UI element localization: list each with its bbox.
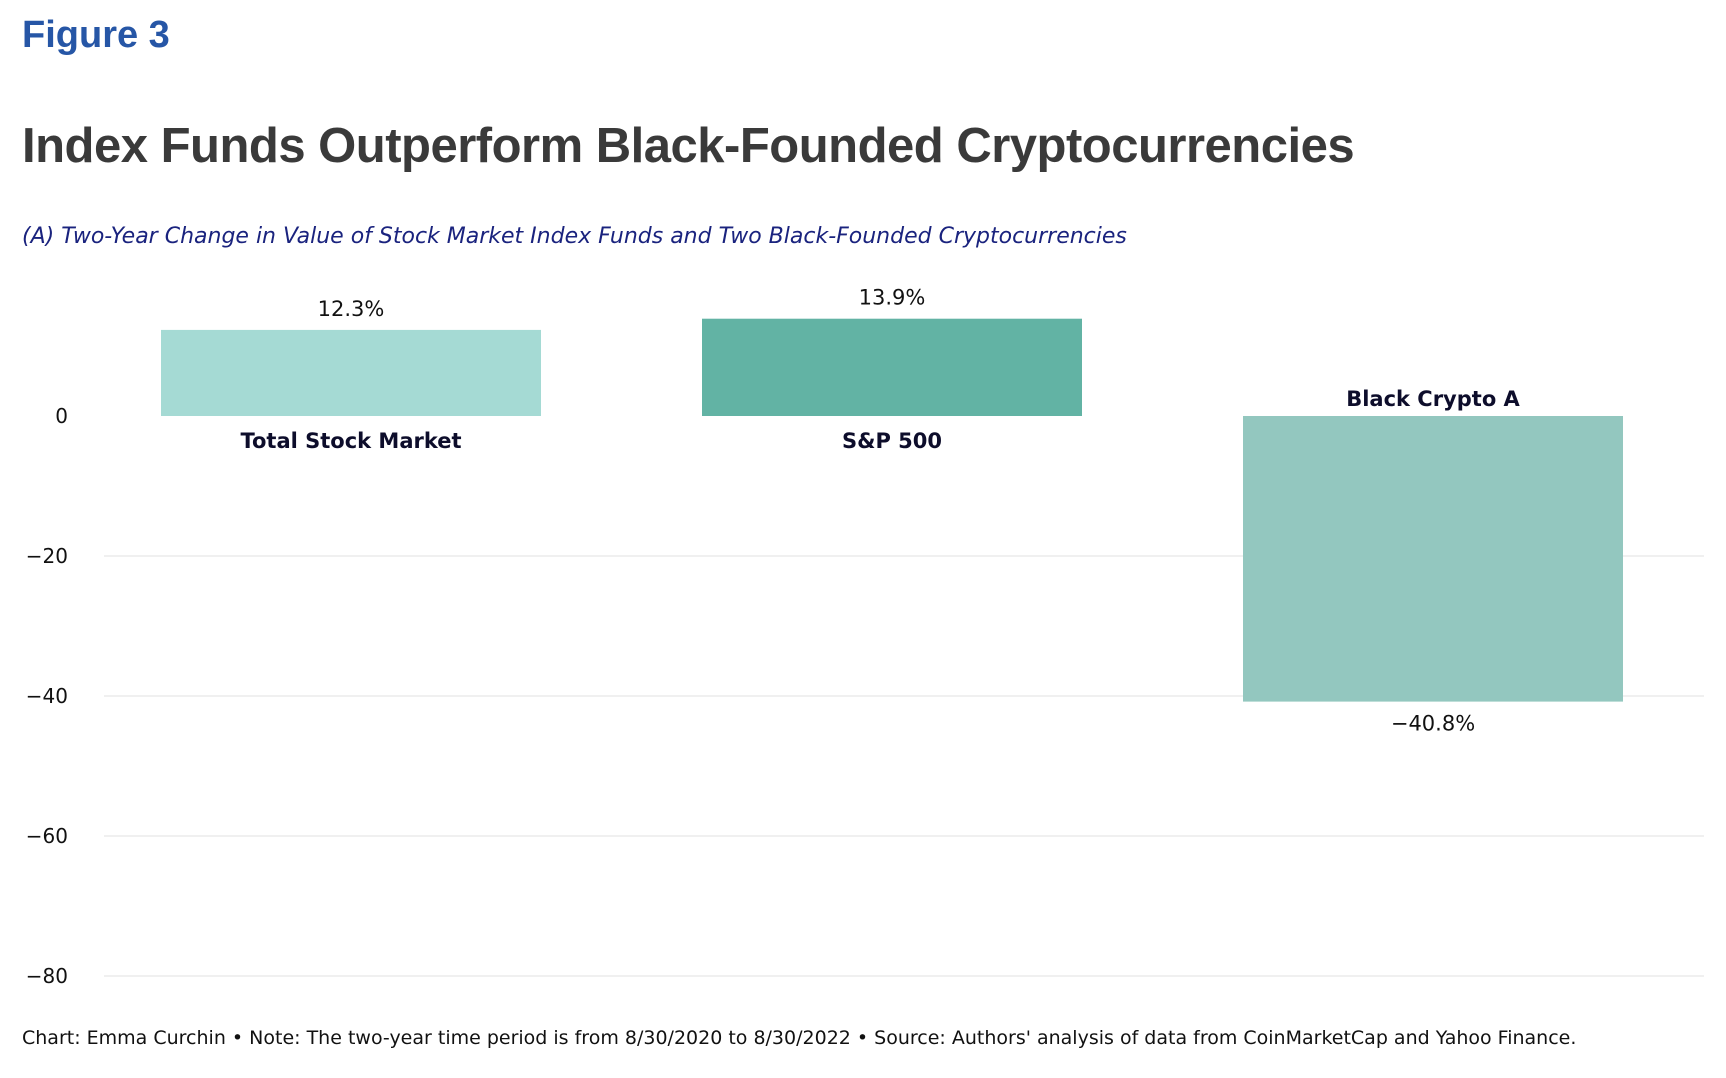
category-label: Total Stock Market [240, 429, 461, 453]
figure-label: Figure 3 [22, 14, 170, 56]
category-label: Black Crypto A [1346, 387, 1520, 411]
y-tick-label: −20 [26, 544, 68, 568]
y-tick-label: −60 [26, 824, 68, 848]
y-tick-label: 0 [55, 404, 68, 428]
bar-value-label: 13.9% [859, 286, 926, 310]
bar-value-label: 12.3% [318, 297, 385, 321]
bars [161, 318, 1623, 702]
category-label: S&P 500 [842, 429, 942, 453]
chart-footer: Chart: Emma Curchin • Note: The two-year… [22, 1027, 1577, 1049]
chart-title: Index Funds Outperform Black-Founded Cry… [22, 119, 1355, 173]
y-tick-label: −80 [26, 964, 68, 988]
y-tick-label: −40 [26, 684, 68, 708]
chart-subtitle: (A) Two-Year Change in Value of Stock Ma… [22, 224, 1127, 249]
bar-labels: 12.3% Total Stock Market 13.9% S&P 500 −40.8… [240, 286, 1520, 736]
bar [1243, 416, 1623, 702]
y-axis-ticks: 0 −20 −40 −60 −80 [26, 404, 68, 988]
bar [702, 318, 1082, 416]
bar-value-label: −40.8% [1391, 712, 1475, 736]
bar [161, 329, 541, 416]
